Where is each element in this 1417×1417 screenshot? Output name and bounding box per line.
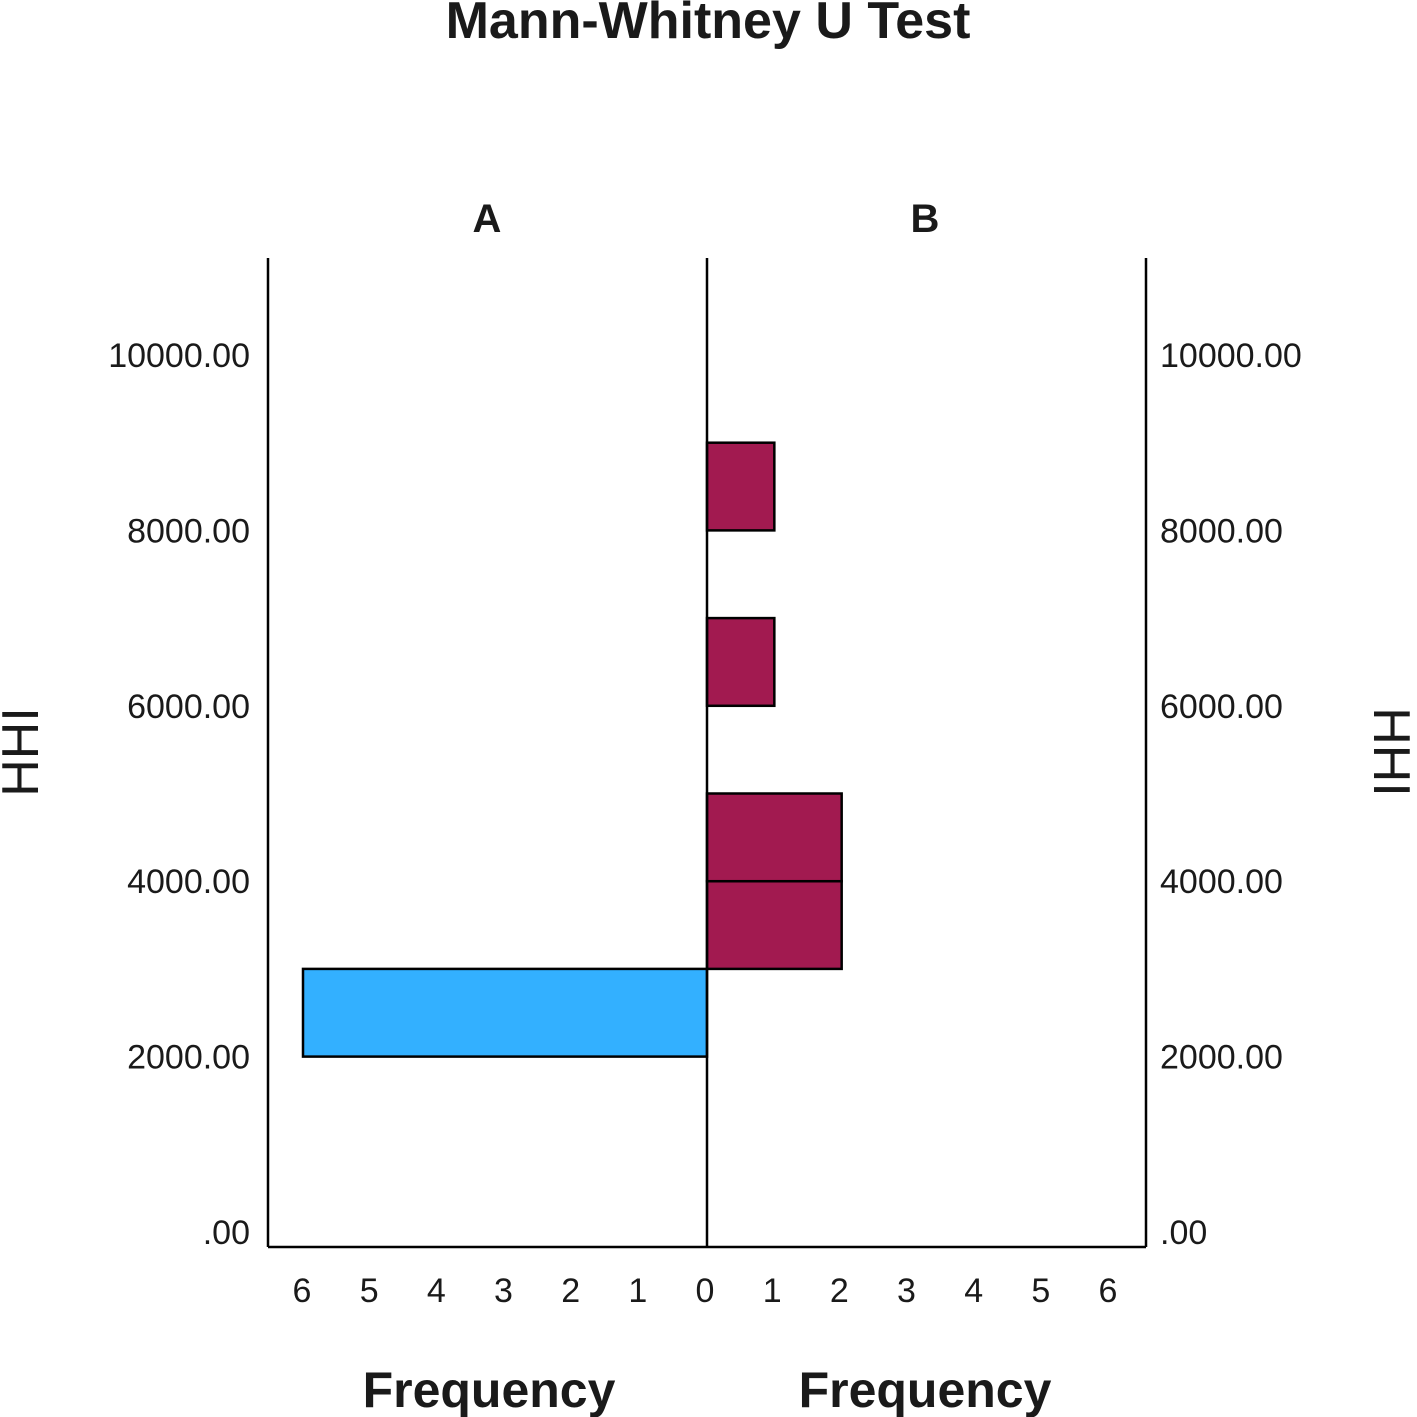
x-tick-label: 4: [427, 1272, 446, 1310]
bar-b-3: [705, 441, 776, 532]
bars-layer: [301, 441, 843, 1058]
y-tick-label-left: 6000.00: [127, 688, 250, 726]
bar-a-0: [301, 967, 709, 1058]
y-tick-label-right: .00: [1160, 1214, 1207, 1252]
x-tick-label: 1: [628, 1272, 647, 1310]
bar-b-1: [705, 792, 843, 883]
y-axis-title-left: HHI: [0, 707, 50, 797]
x-tick-label: 2: [561, 1272, 580, 1310]
x-tick-label: 3: [494, 1272, 513, 1310]
chart-title: Mann-Whitney U Test: [446, 0, 971, 50]
x-tick-label: 4: [964, 1272, 983, 1310]
x-tick-label: 0: [696, 1272, 715, 1310]
y-tick-label-left: 10000.00: [108, 337, 250, 375]
bar-b-0: [705, 879, 843, 971]
x-axis-title-right: Frequency: [799, 1362, 1052, 1417]
y-tick-label-right: 10000.00: [1160, 337, 1302, 375]
x-tick-label: 2: [830, 1272, 849, 1310]
x-tick-label: 6: [293, 1272, 312, 1310]
panel-label-a: A: [473, 197, 502, 241]
y-tick-label-left: 2000.00: [127, 1039, 250, 1077]
panel-label-b: B: [911, 197, 940, 241]
y-tick-label-right: 2000.00: [1160, 1039, 1283, 1077]
x-tick-label: 1: [763, 1272, 782, 1310]
y-tick-label-right: 6000.00: [1160, 688, 1283, 726]
y-tick-label-left: 8000.00: [127, 512, 250, 550]
axes-layer: [266, 258, 1148, 1249]
x-tick-label: 5: [1031, 1272, 1050, 1310]
y-tick-label-left: .00: [203, 1214, 250, 1252]
y-tick-label-right: 4000.00: [1160, 863, 1283, 901]
tick-labels-layer: .00 .00 2000.00 2000.00 4000.00 4000.00 6000.0…: [108, 337, 1302, 1310]
x-tick-label: 6: [1099, 1272, 1118, 1310]
bar-b-2: [705, 616, 776, 708]
x-tick-label: 5: [360, 1272, 379, 1310]
x-tick-label: 3: [897, 1272, 916, 1310]
x-axis-title-left: Frequency: [363, 1362, 616, 1417]
y-tick-label-left: 4000.00: [127, 863, 250, 901]
y-axis-title-right: HHI: [1362, 707, 1417, 797]
y-tick-label-right: 8000.00: [1160, 512, 1283, 550]
